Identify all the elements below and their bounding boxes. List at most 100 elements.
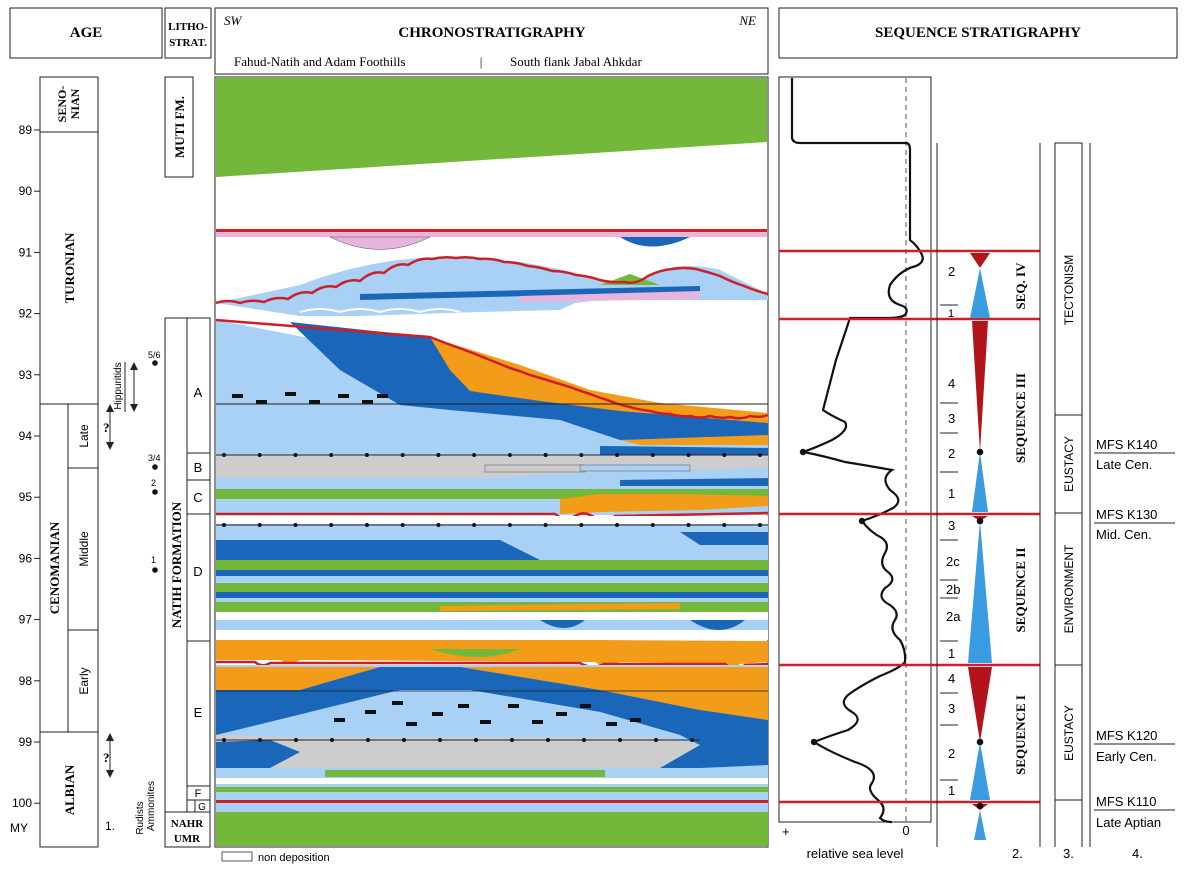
mfs-k130-age: Mid. Cen. [1096, 527, 1152, 542]
seq4-red-wavy-top [215, 255, 769, 305]
horizon-dot [222, 738, 226, 742]
cenomanian-label: CENOMANIAN [47, 521, 62, 614]
litho-header-box [164, 7, 212, 59]
horizon-dot [510, 738, 514, 742]
dash-marker [432, 712, 443, 716]
column-number-2: 2. [1012, 846, 1023, 861]
seq1-name: SEQUENCE I [1013, 695, 1028, 775]
uncertainty-arrow-lower: ? [103, 733, 114, 778]
late-label: Late [77, 424, 91, 448]
sea-level-mfs-k120-dot [810, 738, 818, 746]
horizon-dot [543, 453, 548, 457]
ps-seq3-1: 1 [948, 486, 955, 501]
column-number-1: 1. [105, 819, 115, 833]
seq1-blue-triangle [970, 742, 990, 800]
ps-seq2-1: 1 [948, 646, 955, 661]
sea-level-zero: 0 [902, 823, 909, 838]
sea-level-plus: + [782, 824, 790, 839]
albian-box [39, 731, 99, 848]
horizon-dot [293, 523, 298, 527]
rudists-label: Rudists [135, 801, 146, 834]
horizon-dot [615, 523, 620, 527]
control-eustacy-lower-box [1054, 664, 1083, 801]
litho-header-line1: LITHO- [168, 21, 208, 33]
horizon-dot [364, 523, 369, 527]
horizon-dot [543, 523, 548, 527]
age-header: AGE [70, 25, 103, 41]
ps-seq2-2c: 2c [946, 554, 960, 569]
seqstrat-header-box [778, 7, 1178, 59]
seq3-green-band [216, 489, 768, 499]
control-environment: ENVIRONMENT [1062, 544, 1076, 633]
legend-non-deposition-swatch [221, 851, 253, 862]
nahr-label: NAHR [171, 818, 204, 830]
mfs-k120-age: Early Cen. [1096, 749, 1157, 764]
seq3-blue-band-2 [600, 446, 768, 456]
seq1-red-triangle [968, 667, 992, 742]
member-g: G [198, 802, 206, 813]
marker-1-label: 1 [151, 555, 156, 565]
mfs-k140-name: MFS K140 [1096, 437, 1157, 452]
chrono-subtitle-left: Fahud-Natih and Adam Foothills [234, 54, 406, 69]
nahr-lightblue-2 [216, 803, 768, 812]
horizon-dot [686, 523, 691, 527]
seq1-orange-upper [216, 667, 768, 720]
control-tectonism-box [1054, 142, 1083, 416]
ps-seq1-1: 1 [948, 783, 955, 798]
seq2-blue-lens-1 [540, 620, 585, 628]
horizon-dot [758, 523, 762, 527]
horizon-dot [579, 453, 584, 457]
senonian-line1: SENO- [55, 86, 69, 123]
dash-marker [232, 394, 243, 398]
seq4-blue-triangle [970, 268, 990, 318]
marker-2-label: 2 [151, 478, 156, 488]
ps-seq1-4: 4 [948, 671, 955, 686]
my-label: MY [10, 821, 28, 835]
seq2-blue-lens-2 [690, 620, 745, 630]
nahr-green-base [216, 812, 768, 846]
ammonite-marker-56 [152, 360, 158, 366]
marker-34-label: 3/4 [148, 453, 161, 463]
control-eustacy-upper: EUSTACY [1062, 436, 1076, 492]
ammonite-marker-34 [152, 464, 158, 470]
seq1-green-band-2 [216, 787, 768, 792]
member-d: D [193, 564, 202, 579]
seq1-darkblue-lens-left [216, 740, 300, 768]
horizon-dot [686, 453, 691, 457]
seq2-orange-sliver [440, 603, 680, 611]
horizon-dot [436, 453, 441, 457]
horizon-dot [722, 523, 727, 527]
marker-56-label: 5/6 [148, 350, 161, 360]
seq2-green-band-2 [216, 583, 768, 592]
horizon-dot [436, 523, 441, 527]
dash-marker [285, 392, 296, 396]
horizon-dot [330, 738, 334, 742]
chrono-header-box [214, 7, 769, 75]
age-tick-label: 96 [19, 551, 33, 565]
control-eustacy-lower: EUSTACY [1062, 705, 1076, 761]
seq2-darkblue-band-4 [216, 592, 768, 598]
age-tick-label: 100 [12, 796, 32, 810]
seq4-lightblue-body [216, 257, 768, 316]
ps-seq2-2b: 2b [946, 582, 960, 597]
sea-level-mfs-k130-dot [858, 517, 866, 525]
age-tick-label: 95 [19, 490, 33, 504]
age-tick-label: 98 [19, 674, 33, 688]
seq4-red-triangle [970, 253, 990, 268]
ps-seq1-2: 2 [948, 746, 955, 761]
dash-markers-upper [232, 392, 388, 404]
age-tick-label: 93 [19, 368, 33, 382]
dash-marker [406, 722, 417, 726]
seq2-green-lens-lower [430, 649, 520, 657]
hippuritids-label: Hippuritids [113, 362, 124, 409]
mfs-dot-k110 [976, 802, 984, 810]
member-a: A [194, 385, 203, 400]
horizon-dot [222, 453, 226, 457]
litho-header-line2: STRAT. [169, 37, 207, 49]
late-box [67, 403, 99, 469]
muti-box [164, 76, 194, 178]
ps-seq3-3: 3 [948, 411, 955, 426]
age-tick-label: 92 [19, 307, 33, 321]
nahr-umr-box [164, 811, 211, 848]
